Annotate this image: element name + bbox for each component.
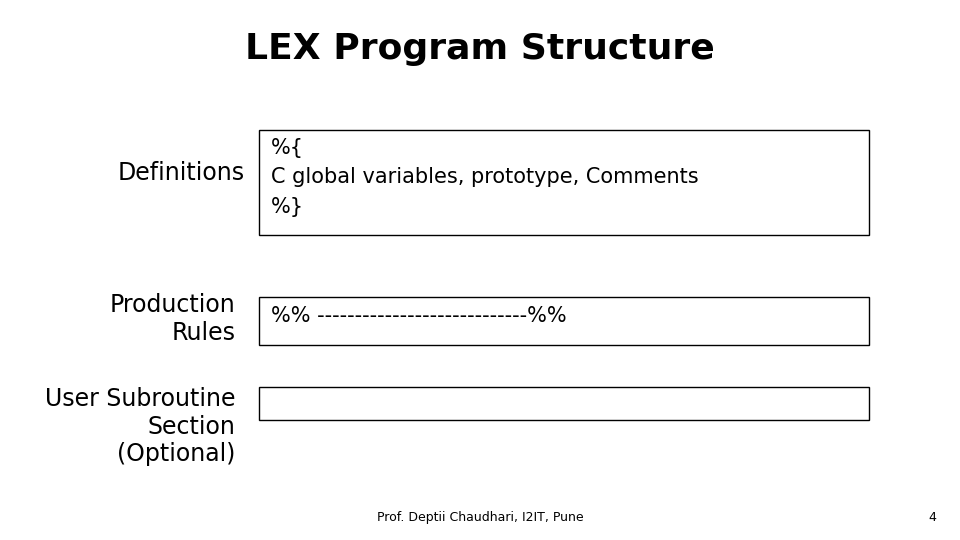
Text: %% ----------------------------%%: %% ----------------------------%% xyxy=(271,306,566,326)
Text: User Subroutine
Section
(Optional): User Subroutine Section (Optional) xyxy=(45,387,235,467)
Text: Production
Rules: Production Rules xyxy=(109,293,235,345)
Text: LEX Program Structure: LEX Program Structure xyxy=(245,32,715,66)
Text: Prof. Deptii Chaudhari, I2IT, Pune: Prof. Deptii Chaudhari, I2IT, Pune xyxy=(376,511,584,524)
Text: Definitions: Definitions xyxy=(118,161,245,185)
FancyBboxPatch shape xyxy=(259,387,869,420)
Text: %{
C global variables, prototype, Comments
%}: %{ C global variables, prototype, Commen… xyxy=(271,138,698,217)
Text: 4: 4 xyxy=(928,511,936,524)
FancyBboxPatch shape xyxy=(259,297,869,345)
FancyBboxPatch shape xyxy=(259,130,869,235)
